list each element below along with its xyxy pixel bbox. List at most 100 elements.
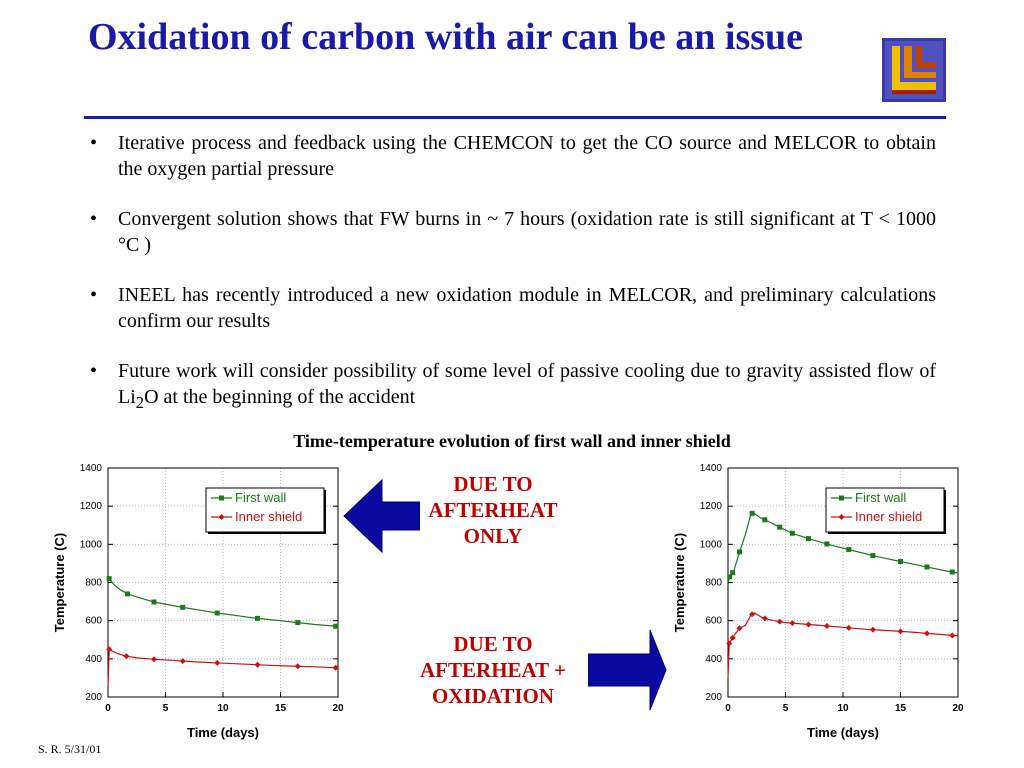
- data-point: [776, 618, 783, 625]
- callout-line: ONLY: [463, 524, 523, 548]
- data-point: [737, 549, 742, 555]
- data-point: [749, 611, 756, 618]
- y-tick-label: 1400: [80, 463, 103, 474]
- data-point: [294, 663, 301, 670]
- y-tick-label: 1400: [700, 463, 723, 474]
- data-point: [823, 623, 830, 630]
- data-point: [749, 510, 755, 516]
- data-point: [824, 541, 830, 547]
- chart-heading: Time-temperature evolution of first wall…: [293, 431, 731, 451]
- data-point: [949, 632, 956, 639]
- y-tick-label: 600: [705, 616, 722, 627]
- y-tick-label: 400: [85, 654, 102, 665]
- data-point: [180, 604, 186, 610]
- data-point: [762, 517, 768, 523]
- data-point: [845, 624, 852, 631]
- data-point: [730, 570, 736, 576]
- bullet-item: • Future work will consider possibility o…: [90, 360, 936, 412]
- callout-line: DUE TO: [453, 472, 533, 496]
- y-axis-label: Temperature (C): [52, 533, 67, 632]
- callout-afterheat-oxidation: DUE TO AFTERHEAT + OXIDATION: [398, 631, 588, 709]
- data-point: [870, 553, 876, 559]
- bullet-text: Iterative process and feedback using the…: [118, 132, 936, 180]
- data-point: [214, 659, 221, 666]
- bullet-item: • Convergent solution shows that FW burns…: [90, 208, 936, 256]
- data-point: [949, 569, 955, 575]
- y-tick-label: 1000: [700, 539, 723, 550]
- bullet-text: INEEL has recently introduced a new oxid…: [118, 284, 936, 332]
- x-tick-label: 20: [332, 703, 344, 714]
- legend-marker: [838, 514, 845, 520]
- data-point: [777, 524, 783, 530]
- bullet-item: • Iterative process and feedback using th…: [90, 132, 936, 180]
- y-tick-label: 200: [705, 692, 722, 703]
- y-tick-label: 1200: [700, 501, 723, 512]
- data-point: [789, 620, 796, 627]
- chart-afterheat-oxidation: 200 400 600 800 1000 1200 1400 0 5 10 15 20 Time (da…: [672, 463, 964, 740]
- data-point: [254, 661, 261, 668]
- data-point: [761, 615, 768, 622]
- callout-line: OXIDATION: [431, 684, 555, 708]
- data-point: [846, 547, 852, 553]
- data-point: [255, 615, 260, 621]
- legend-label: First wall: [235, 490, 286, 505]
- data-point: [729, 634, 736, 641]
- x-tick-label: 10: [217, 703, 229, 714]
- data-point: [923, 630, 930, 637]
- bullet-item: • INEEL has recently introduced a new oxi…: [90, 284, 936, 332]
- callout-afterheat-only: DUE TO AFTERHEAT ONLY: [418, 471, 568, 549]
- y-tick-label: 200: [85, 692, 102, 703]
- title-divider: [84, 116, 946, 119]
- data-point: [805, 621, 812, 628]
- data-point: [106, 576, 112, 582]
- data-point: [295, 620, 301, 626]
- data-point: [123, 653, 130, 660]
- x-axis-label: Time (days): [187, 725, 259, 740]
- data-point: [151, 656, 157, 663]
- legend-marker: [219, 495, 224, 501]
- data-point: [125, 591, 131, 597]
- legend-label: Inner shield: [855, 509, 922, 524]
- legend-label: First wall: [855, 490, 906, 505]
- series-line-first-wall: [108, 578, 339, 627]
- x-tick-label: 5: [783, 703, 789, 714]
- data-point: [806, 536, 811, 542]
- data-point: [726, 640, 733, 647]
- data-point: [179, 658, 186, 665]
- y-tick-label: 800: [705, 578, 722, 589]
- series-line-inner-shield: [107, 648, 339, 686]
- callout-line: DUE TO: [453, 632, 533, 656]
- y-tick-label: 1200: [80, 501, 103, 512]
- data-point: [898, 559, 903, 565]
- data-point: [214, 610, 220, 616]
- legend-marker: [839, 495, 844, 501]
- data-point: [151, 599, 157, 605]
- data-point: [736, 625, 743, 632]
- x-tick-label: 5: [163, 703, 169, 714]
- data-point: [333, 623, 339, 629]
- x-tick-label: 15: [275, 703, 287, 714]
- data-point: [869, 626, 876, 633]
- data-point: [106, 646, 113, 653]
- data-point: [332, 664, 339, 671]
- data-point: [727, 574, 733, 580]
- llnl-logo-icon: [882, 38, 946, 102]
- legend-box: [825, 487, 945, 533]
- callout-line: AFTERHEAT: [428, 498, 558, 522]
- data-point: [924, 564, 930, 570]
- x-axis-label: Time (days): [807, 725, 879, 740]
- bullet-text-end: O at the beginning of the accident: [144, 386, 416, 408]
- x-tick-label: 10: [837, 703, 849, 714]
- x-tick-label: 20: [952, 703, 964, 714]
- bullet-text: Convergent solution shows that FW burns …: [118, 208, 936, 256]
- callout-line: AFTERHEAT +: [420, 658, 566, 682]
- subscript: 2: [135, 393, 145, 412]
- y-tick-label: 1000: [80, 539, 103, 550]
- y-tick-label: 400: [705, 654, 722, 665]
- left-arrow-icon: [343, 478, 420, 554]
- chart-afterheat-only: 200 400 600 800 1000 1200 1400 0 5 10 15 20 Time (da…: [52, 463, 344, 740]
- data-point: [897, 628, 904, 635]
- x-tick-label: 15: [895, 703, 907, 714]
- y-axis-label: Temperature (C): [672, 533, 687, 632]
- y-tick-label: 800: [85, 578, 102, 589]
